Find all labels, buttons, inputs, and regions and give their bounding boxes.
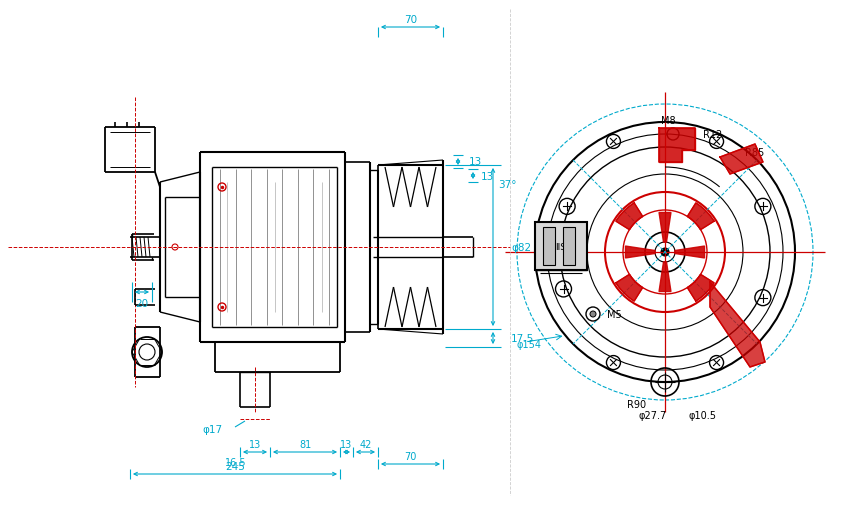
Text: φ27.7: φ27.7 bbox=[639, 410, 667, 420]
Polygon shape bbox=[659, 263, 671, 292]
Bar bbox=[535, 223, 587, 271]
Text: 13: 13 bbox=[481, 171, 494, 181]
Text: φ17: φ17 bbox=[202, 424, 222, 434]
Text: IIS: IIS bbox=[556, 242, 567, 251]
Text: 13: 13 bbox=[469, 157, 483, 167]
Text: 16.5: 16.5 bbox=[226, 457, 247, 467]
Text: 70: 70 bbox=[404, 15, 417, 25]
Text: φ10.5: φ10.5 bbox=[689, 410, 717, 420]
Text: R85: R85 bbox=[745, 147, 764, 158]
Text: 13: 13 bbox=[340, 439, 352, 449]
Text: M5: M5 bbox=[607, 310, 622, 319]
Text: 37°: 37° bbox=[498, 179, 517, 189]
Polygon shape bbox=[616, 275, 643, 301]
Circle shape bbox=[590, 312, 596, 317]
Text: 70: 70 bbox=[404, 451, 417, 461]
Text: 20: 20 bbox=[135, 298, 149, 309]
Text: φ82: φ82 bbox=[511, 242, 531, 252]
Text: φ154: φ154 bbox=[517, 339, 542, 349]
Polygon shape bbox=[616, 204, 643, 230]
Text: 42: 42 bbox=[359, 439, 372, 449]
Polygon shape bbox=[720, 145, 763, 175]
Text: R12: R12 bbox=[703, 130, 722, 140]
Polygon shape bbox=[659, 129, 695, 163]
Circle shape bbox=[661, 248, 669, 257]
Text: M8: M8 bbox=[660, 116, 676, 126]
Text: 245: 245 bbox=[225, 461, 245, 471]
Text: 13: 13 bbox=[248, 439, 261, 449]
Bar bbox=[543, 228, 555, 266]
Polygon shape bbox=[710, 282, 765, 367]
Polygon shape bbox=[675, 246, 705, 259]
Polygon shape bbox=[659, 213, 671, 242]
Text: R90: R90 bbox=[627, 399, 647, 409]
Bar bbox=[563, 228, 575, 266]
Text: 81: 81 bbox=[299, 439, 311, 449]
Text: 17.5: 17.5 bbox=[511, 333, 534, 343]
Polygon shape bbox=[688, 275, 714, 301]
Polygon shape bbox=[625, 246, 655, 259]
Polygon shape bbox=[688, 204, 714, 230]
